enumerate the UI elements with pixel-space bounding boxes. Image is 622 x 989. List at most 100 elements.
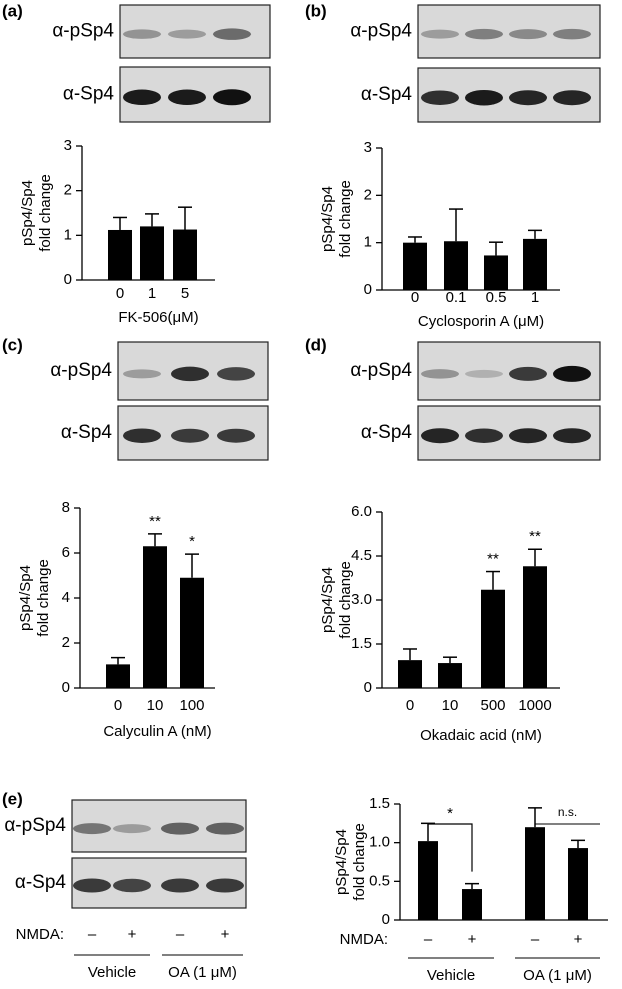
error-bar [489, 241, 503, 256]
y-axis-label: pSp4/Sp4fold change [333, 823, 368, 901]
blot-band [465, 28, 503, 40]
comparison-label: n.s. [558, 805, 577, 819]
blot-band [465, 428, 503, 443]
blot-band [509, 90, 547, 106]
blot-band [421, 428, 459, 444]
y-tick-label: 1.0 [369, 834, 390, 851]
bar [143, 546, 167, 688]
bar [525, 827, 545, 920]
y-tick-label: 0 [382, 911, 390, 928]
error-bar [178, 206, 192, 230]
blot-band [113, 878, 151, 893]
y-label-line: pSp4/Sp4 [333, 829, 350, 895]
blot-band [509, 366, 547, 381]
y-tick-label: 4 [62, 589, 70, 606]
y-label-line: fold change [337, 561, 354, 639]
error-bar [528, 548, 542, 567]
y-tick-label: 0.5 [369, 872, 390, 889]
y-tick-label: 2 [64, 182, 72, 199]
blot-band [123, 29, 161, 39]
error-bar [465, 882, 479, 890]
y-label-line: pSp4/Sp4 [319, 186, 336, 252]
significance: ** [487, 551, 499, 568]
bar [462, 889, 482, 920]
y-axis-label: pSp4/Sp4fold change [17, 559, 52, 637]
blot-band [206, 878, 244, 893]
bar [568, 848, 588, 920]
x-tick-label: 0.5 [486, 289, 507, 306]
y-tick-label: 1 [364, 234, 372, 251]
lane-label: – [88, 926, 97, 943]
blot-label: α-Sp4 [61, 422, 113, 443]
bar [418, 841, 438, 920]
error-bar [408, 236, 422, 243]
blot-band [73, 823, 111, 835]
blot-band [171, 366, 209, 382]
x-tick-label: 0.1 [446, 289, 467, 306]
blot-band [213, 28, 251, 40]
y-tick-label: 0 [62, 679, 70, 696]
blot-band [73, 878, 111, 893]
blot-band [217, 367, 255, 381]
blot-band [161, 878, 199, 893]
error-bar [571, 839, 585, 849]
blot-band [123, 89, 161, 105]
y-tick-label: 1.5 [351, 635, 372, 652]
x-tick-label: 0 [406, 697, 414, 714]
bar [438, 663, 462, 688]
blot-label: α-pSp4 [50, 360, 112, 381]
panel-label: (d) [305, 335, 327, 354]
blot-band [509, 29, 547, 40]
bar [140, 226, 164, 280]
error-bar [145, 213, 159, 227]
blot-label: α-Sp4 [15, 872, 67, 893]
error-bar [185, 553, 199, 578]
error-bar [111, 656, 125, 665]
y-label-line: pSp4/Sp4 [19, 180, 36, 246]
bar [481, 589, 505, 688]
y-tick-label: 3.0 [351, 591, 372, 608]
blot-label: α-Sp4 [361, 84, 413, 105]
y-tick-label: 0 [364, 679, 372, 696]
blot-band [509, 428, 547, 444]
comparison-label: * [447, 805, 453, 822]
x-tick-label: 5 [181, 285, 189, 302]
lane-label: – [176, 926, 185, 943]
blot-band [168, 89, 206, 105]
bar [173, 229, 197, 280]
y-label-line: fold change [37, 174, 54, 252]
blot-band [217, 428, 255, 443]
error-bar [148, 533, 162, 547]
y-tick-label: 4.5 [351, 547, 372, 564]
blot-band [113, 824, 151, 834]
x-axis-label: Calyculin A (nM) [103, 723, 211, 740]
condition-label: NMDA: [16, 926, 64, 943]
blot-label: α-pSp4 [52, 21, 114, 42]
group-label: OA (1 μM) [168, 964, 237, 981]
blot-band [168, 29, 206, 39]
blot-band [553, 365, 591, 382]
bar [398, 660, 422, 688]
blot-band [123, 428, 161, 443]
blot-band [465, 89, 503, 106]
x-tick-label: 1000 [518, 697, 551, 714]
y-axis-label: pSp4/Sp4fold change [19, 174, 54, 252]
error-bar [449, 208, 463, 242]
blot-label: α-pSp4 [350, 360, 412, 381]
y-tick-label: 2 [364, 186, 372, 203]
error-bar [113, 216, 127, 230]
blot-label: α-Sp4 [361, 422, 413, 443]
significance: * [189, 533, 195, 550]
bar [106, 664, 130, 688]
blot-band [171, 428, 209, 443]
x-tick-label: 0 [114, 697, 122, 714]
x-tick-label: 1 [531, 289, 539, 306]
bar [523, 238, 547, 290]
y-tick-label: 3 [64, 137, 72, 154]
x-axis-label: FK-506(μM) [118, 309, 198, 326]
lane-label: + [128, 926, 137, 943]
blot-band [465, 369, 503, 378]
blot-band [421, 90, 459, 105]
y-tick-label: 3 [364, 139, 372, 156]
